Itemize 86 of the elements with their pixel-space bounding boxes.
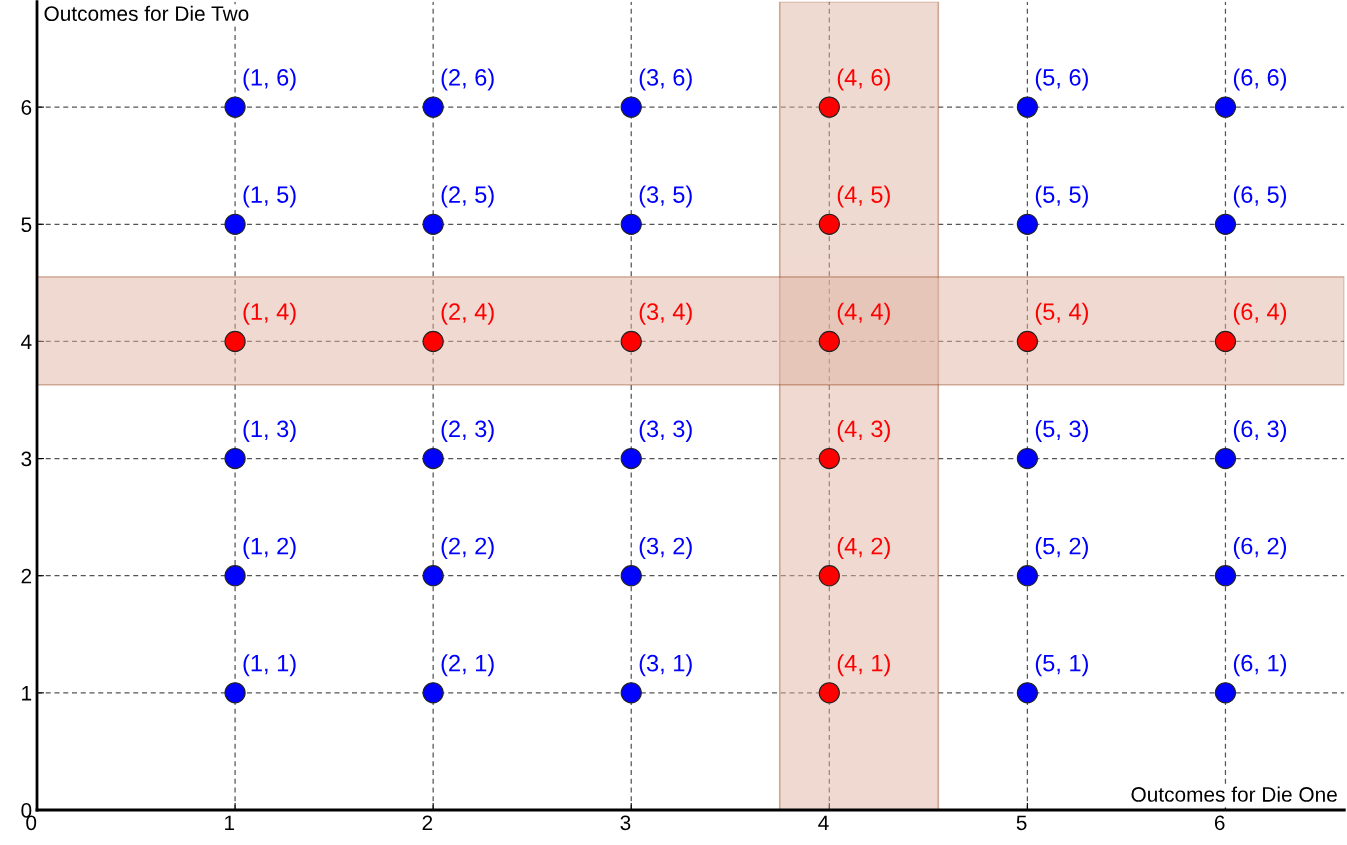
data-label: (4, 2) (837, 537, 890, 560)
data-label: (1, 5) (243, 185, 296, 208)
data-label: (6, 1) (1233, 654, 1287, 677)
y-tick-label: 2 (21, 568, 32, 584)
data-label: (1, 4) (243, 302, 296, 325)
data-label: (2, 3) (441, 419, 494, 442)
point (1214, 565, 1237, 587)
data-label: (1, 6) (243, 68, 296, 91)
point (422, 565, 444, 587)
point (620, 213, 642, 235)
x-tick-label: 1 (225, 815, 235, 830)
data-label: (6, 6) (1233, 68, 1287, 91)
data-label: (3, 5) (639, 185, 692, 208)
data-label: (2, 1) (441, 654, 494, 677)
point (224, 565, 246, 587)
point (620, 682, 642, 704)
point (224, 682, 246, 704)
y-tick-label: 3 (21, 451, 32, 467)
x-tick-label: 4 (818, 815, 829, 830)
y-tick-label: 6 (21, 100, 32, 115)
data-label: (2, 6) (441, 68, 494, 91)
point (1214, 330, 1237, 353)
data-label: (5, 6) (1035, 68, 1088, 91)
point (620, 330, 642, 353)
point (818, 447, 840, 470)
x-tick-label: 6 (1214, 815, 1225, 831)
x-tick-label: 5 (1016, 815, 1027, 831)
point (1016, 565, 1039, 587)
data-label: (3, 4) (639, 302, 692, 325)
data-label: (3, 1) (639, 654, 692, 677)
point (620, 96, 642, 118)
data-label: (4, 5) (837, 185, 890, 208)
point (1214, 682, 1237, 704)
point (818, 565, 840, 587)
point (818, 330, 840, 353)
data-label: (2, 2) (441, 537, 494, 560)
point (1016, 682, 1039, 704)
data-label: (5, 1) (1035, 654, 1088, 677)
data-label: (1, 1) (243, 654, 296, 677)
point (1016, 330, 1039, 353)
data-label: (1, 3) (243, 419, 296, 442)
point (224, 330, 246, 353)
point (1214, 447, 1237, 470)
y-tick-label: 1 (22, 686, 32, 701)
data-label: (3, 3) (639, 419, 692, 442)
y-tick-label: 5 (21, 217, 32, 233)
point (422, 682, 444, 704)
point (224, 213, 246, 235)
point (422, 96, 444, 118)
data-label: (5, 4) (1035, 302, 1088, 325)
data-label: (5, 5) (1035, 185, 1088, 208)
point (1016, 96, 1039, 118)
point (1016, 447, 1039, 470)
data-label: (3, 2) (639, 537, 692, 560)
point (224, 447, 246, 470)
point (818, 682, 840, 704)
data-label: (5, 3) (1035, 419, 1088, 442)
y-axis-title: Outcomes for Die Two (44, 5, 249, 22)
point (620, 565, 642, 587)
point (818, 96, 840, 118)
point (422, 447, 444, 470)
x-axis-title: Outcomes for Die One (1131, 786, 1337, 802)
point (1016, 213, 1039, 235)
point (422, 330, 444, 353)
point (422, 213, 444, 235)
data-label: (3, 6) (639, 68, 692, 91)
data-label: (6, 4) (1233, 302, 1287, 325)
data-label: (4, 4) (837, 302, 890, 325)
data-label: (2, 5) (441, 185, 494, 208)
data-label: (4, 6) (837, 68, 890, 91)
point (1214, 213, 1237, 235)
y-tick-label: 4 (21, 334, 32, 349)
x-tick-label: 3 (620, 815, 631, 831)
point (620, 447, 642, 470)
point (818, 213, 840, 235)
x-tick-label: 2 (422, 815, 433, 830)
data-label: (6, 3) (1233, 419, 1287, 442)
data-label: (6, 5) (1233, 185, 1287, 208)
point (224, 96, 246, 118)
data-label: (4, 1) (837, 654, 890, 677)
data-label: (6, 2) (1233, 537, 1287, 560)
data-label: (1, 2) (243, 537, 296, 560)
data-label: (2, 4) (441, 302, 494, 325)
point (1214, 96, 1237, 118)
data-label: (5, 2) (1035, 537, 1088, 560)
data-label: (4, 3) (837, 419, 890, 442)
